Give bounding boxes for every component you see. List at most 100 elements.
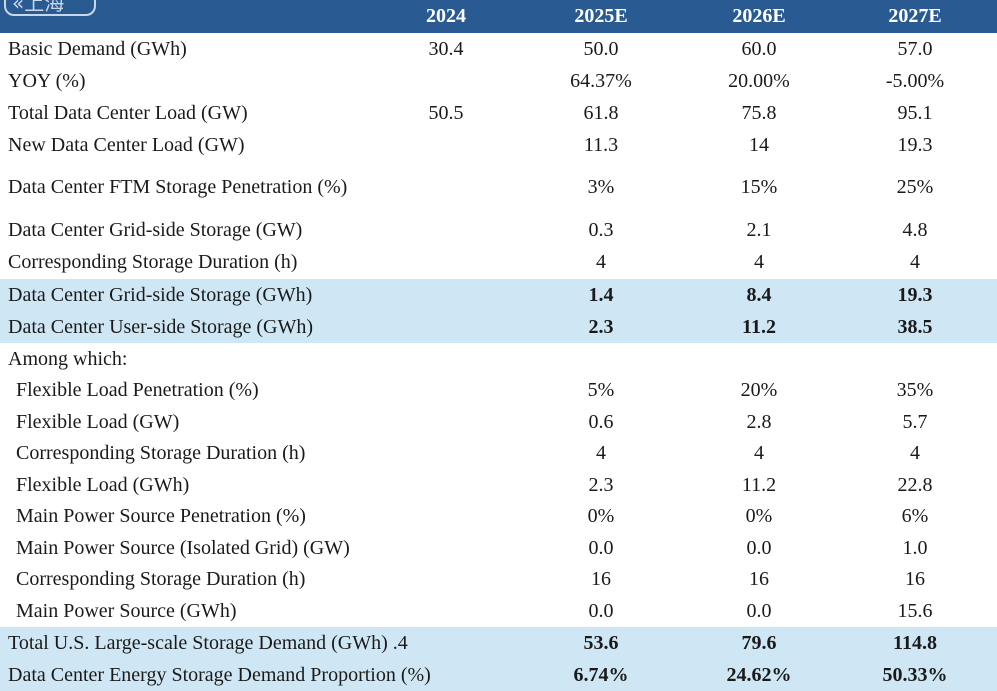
row-label: Flexible Load (GWh) [16,474,190,496]
row-label: Total U.S. Large-scale Storage Demand (G… [8,632,408,654]
row-label: YOY (%) [8,70,86,92]
cell-v2025: 50.0 [583,38,619,60]
cell-v2027: 22.8 [897,474,933,496]
cell-v2025: 53.6 [583,632,619,654]
cell-v2027: 35% [896,379,934,401]
table-row: Main Power Source (GWh) 0.0 0.0 15.6 [0,595,997,627]
cell-v2025: 0.3 [588,219,614,241]
cell-v2026: 20% [740,379,778,401]
cell-v2025: 64.37% [570,70,632,92]
row-label: Data Center Grid-side Storage (GW) [8,219,303,241]
table-header: «上海 2024 2025E 2026E 2027E [0,0,997,33]
cell-v2025: 16 [591,568,611,590]
cell-v2026: 15% [740,176,778,198]
row-label: Data Center Grid-side Storage (GWh) [8,284,313,306]
cell-v2027: 4.8 [902,219,928,241]
cell-v2027: 50.33% [882,664,948,686]
table-row: YOY (%) 64.37% 20.00% -5.00% [0,65,997,97]
cell-v2026: 0.0 [746,600,772,622]
cell-v2026: 11.2 [742,316,776,338]
row-label: New Data Center Load (GW) [8,134,245,156]
cell-v2024: 30.4 [428,38,464,60]
cell-v2027: 5.7 [902,411,928,433]
cell-v2027: 15.6 [897,600,933,622]
row-label: Basic Demand (GWh) [8,38,187,60]
table-row: Flexible Load Penetration (%) 5% 20% 35% [0,374,997,406]
table-row: Corresponding Storage Duration (h) 4 4 4 [0,437,997,469]
cell-v2025: 61.8 [583,102,619,124]
table-row: Flexible Load (GWh) 2.3 11.2 22.8 [0,469,997,501]
cell-v2025: 0.0 [588,600,614,622]
cell-v2026: 2.1 [746,219,772,241]
cell-v2026: 11.2 [741,474,777,496]
table-row: Main Power Source (Isolated Grid) (GW) 0.… [0,532,997,564]
table-row: Data Center FTM Storage Penetration (%) 3… [0,170,997,204]
cell-v2026: 4 [754,442,764,464]
table-row: Main Power Source Penetration (%) 0% 0% 6% [0,500,997,532]
header-2026e: 2026E [732,5,786,27]
cell-v2025: 4 [596,442,606,464]
cell-v2025: 0.6 [588,411,614,433]
cell-v2026: 4 [754,251,764,273]
cell-v2027: 1.0 [902,537,928,559]
cell-v2025: 5% [587,379,615,401]
cell-v2027: 4 [910,251,920,273]
cell-v2025: 3% [587,176,615,198]
cell-v2026: 75.8 [741,102,777,124]
table-row: New Data Center Load (GW) 11.3 14 19.3 [0,129,997,161]
table-row: Flexible Load (GW) 0.6 2.8 5.7 [0,406,997,438]
cell-v2026: 20.00% [728,70,790,92]
cell-v2026: 60.0 [741,38,777,60]
row-label: Flexible Load (GW) [16,411,180,433]
cell-v2027: 6% [901,505,929,527]
header-2024: 2024 [426,5,466,27]
cell-v2026: 24.62% [726,664,792,686]
cell-v2024: 50.5 [428,102,464,124]
row-label: Data Center User-side Storage (GWh) [8,316,314,338]
cell-v2027: 19.3 [897,134,933,156]
table-row: Basic Demand (GWh) 30.4 50.0 60.0 57.0 [0,33,997,65]
row-label: Main Power Source Penetration (%) [16,505,306,527]
row-label: Flexible Load Penetration (%) [16,379,259,401]
table-row: Data Center Grid-side Storage (GW) 0.3 2.1… [0,214,997,246]
table-row: Corresponding Storage Duration (h) 4 4 4 [0,246,997,278]
cell-v2025: 4 [596,251,606,273]
cell-v2026: 2.8 [746,411,772,433]
row-label: Main Power Source (Isolated Grid) (GW) [16,537,350,559]
cell-v2025: 2.3 [588,316,614,338]
cell-v2025: 0.0 [588,537,614,559]
table-row: Among which: [0,343,997,375]
cell-v2025: 11.3 [583,134,619,156]
row-label: Among which: [8,348,128,370]
table-row: Total Data Center Load (GW) 50.5 61.8 75.8 9… [0,97,997,129]
row-label: Main Power Source (GWh) [16,600,237,622]
header-2025e: 2025E [574,5,628,27]
cell-v2027: 114.8 [893,632,937,654]
cell-v2027: 57.0 [897,38,933,60]
cell-v2026: 8.4 [746,284,772,306]
cell-v2027: 19.3 [897,284,933,306]
cell-v2026: 79.6 [741,632,777,654]
row-label: Total Data Center Load (GW) [8,102,248,124]
table-row: Data Center Grid-side Storage (GWh) 1.4 8.… [0,279,997,311]
cell-v2027: 16 [905,568,925,590]
cell-v2026: 0.0 [746,537,772,559]
cell-v2027: 25% [896,176,934,198]
table-row: Data Center Energy Storage Demand Propor… [0,659,997,691]
row-label: Data Center FTM Storage Penetration (%) [8,176,348,198]
table-row: Corresponding Storage Duration (h) 16 16 16 [0,563,997,595]
table-row: Data Center User-side Storage (GWh) 2.3 11… [0,311,997,343]
header-2027e: 2027E [888,5,942,27]
cell-v2025: 1.4 [588,284,614,306]
cell-v2027: 38.5 [897,316,933,338]
table-row: Total U.S. Large-scale Storage Demand (G… [0,627,997,659]
cell-v2026: 0% [745,505,773,527]
row-label: Corresponding Storage Duration (h) [16,442,306,464]
cell-v2025: 0% [587,505,615,527]
cell-v2027: 4 [910,442,920,464]
cell-v2025: 6.74% [573,664,629,686]
cell-v2027: -5.00% [885,70,945,92]
row-label: Corresponding Storage Duration (h) [8,251,298,273]
cell-v2027: 95.1 [897,102,933,124]
row-label: Data Center Energy Storage Demand Propor… [8,664,431,686]
